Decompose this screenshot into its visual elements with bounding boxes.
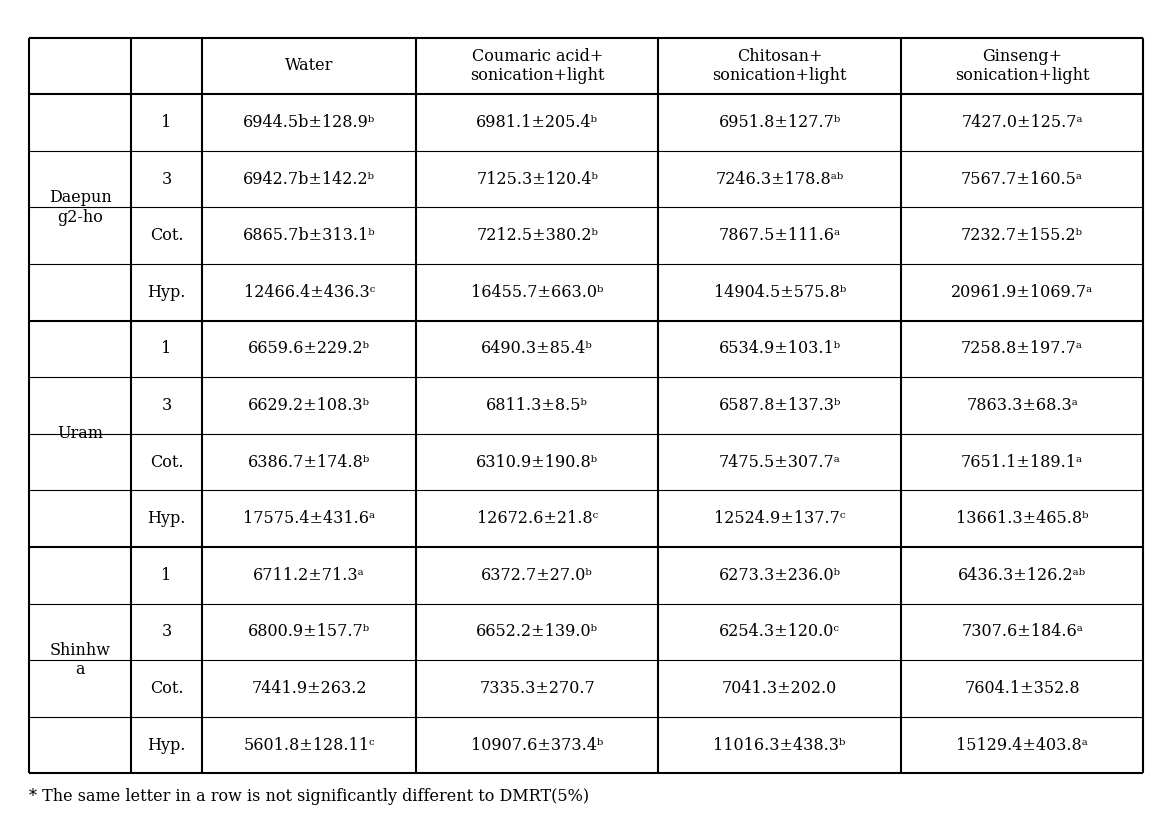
Text: 6981.1±205.4ᵇ: 6981.1±205.4ᵇ [476,114,599,131]
Text: 6811.3±8.5ᵇ: 6811.3±8.5ᵇ [486,397,588,414]
Text: 17575.4±431.6ᵃ: 17575.4±431.6ᵃ [243,510,375,528]
Text: 7232.7±155.2ᵇ: 7232.7±155.2ᵇ [961,227,1082,244]
Text: 1: 1 [161,340,172,357]
Text: 7246.3±178.8ᵃᵇ: 7246.3±178.8ᵃᵇ [715,171,844,187]
Text: 7335.3±270.7: 7335.3±270.7 [479,680,595,697]
Text: 6273.3±236.0ᵇ: 6273.3±236.0ᵇ [719,567,841,584]
Text: Daepun
g2-ho: Daepun g2-ho [49,189,111,226]
Text: 6944.5b±128.9ᵇ: 6944.5b±128.9ᵇ [243,114,375,131]
Text: Cot.: Cot. [150,680,184,697]
Text: 6865.7b±313.1ᵇ: 6865.7b±313.1ᵇ [243,227,375,244]
Text: 6652.2±139.0ᵇ: 6652.2±139.0ᵇ [476,624,599,640]
Text: Water: Water [285,58,333,74]
Text: 5601.8±128.11ᶜ: 5601.8±128.11ᶜ [243,737,375,753]
Text: 3: 3 [161,171,172,187]
Text: 3: 3 [161,624,172,640]
Text: 6800.9±157.7ᵇ: 6800.9±157.7ᵇ [248,624,371,640]
Text: Coumaric acid+
sonication+light: Coumaric acid+ sonication+light [470,48,604,84]
Text: Cot.: Cot. [150,227,184,244]
Text: 6310.9±190.8ᵇ: 6310.9±190.8ᵇ [476,454,599,471]
Text: 12672.6±21.8ᶜ: 12672.6±21.8ᶜ [477,510,597,528]
Text: Cot.: Cot. [150,454,184,471]
Text: 7258.8±197.7ᵃ: 7258.8±197.7ᵃ [961,340,1082,357]
Text: 14904.5±575.8ᵇ: 14904.5±575.8ᵇ [713,283,845,301]
Text: 7867.5±111.6ᵃ: 7867.5±111.6ᵃ [719,227,841,244]
Text: 16455.7±663.0ᵇ: 16455.7±663.0ᵇ [471,283,603,301]
Text: Ginseng+
sonication+light: Ginseng+ sonication+light [955,48,1090,84]
Text: 7475.5±307.7ᵃ: 7475.5±307.7ᵃ [719,454,841,471]
Text: * The same letter in a row is not significantly different to DMRT(5%): * The same letter in a row is not signif… [29,788,589,805]
Text: 7863.3±68.3ᵃ: 7863.3±68.3ᵃ [966,397,1078,414]
Text: 20961.9±1069.7ᵃ: 20961.9±1069.7ᵃ [950,283,1093,301]
Text: Uram: Uram [57,426,103,442]
Text: Shinhw
a: Shinhw a [49,642,111,679]
Text: 7604.1±352.8: 7604.1±352.8 [964,680,1080,697]
Text: Hyp.: Hyp. [147,283,186,301]
Text: 6711.2±71.3ᵃ: 6711.2±71.3ᵃ [254,567,365,584]
Text: Hyp.: Hyp. [147,510,186,528]
Text: 6534.9±103.1ᵇ: 6534.9±103.1ᵇ [719,340,841,357]
Text: 6951.8±127.7ᵇ: 6951.8±127.7ᵇ [719,114,841,131]
Text: 6372.7±27.0ᵇ: 6372.7±27.0ᵇ [482,567,593,584]
Text: 6942.7b±142.2ᵇ: 6942.7b±142.2ᵇ [243,171,375,187]
Text: 10907.6±373.4ᵇ: 10907.6±373.4ᵇ [471,737,603,753]
Text: 1: 1 [161,567,172,584]
Text: 6436.3±126.2ᵃᵇ: 6436.3±126.2ᵃᵇ [959,567,1086,584]
Text: Chitosan+
sonication+light: Chitosan+ sonication+light [712,48,846,84]
Text: 12524.9±137.7ᶜ: 12524.9±137.7ᶜ [714,510,845,528]
Text: 1: 1 [161,114,172,131]
Text: 6254.3±120.0ᶜ: 6254.3±120.0ᶜ [719,624,841,640]
Text: 7427.0±125.7ᵃ: 7427.0±125.7ᵃ [961,114,1082,131]
Text: 6659.6±229.2ᵇ: 6659.6±229.2ᵇ [248,340,371,357]
Text: 7307.6±184.6ᵃ: 7307.6±184.6ᵃ [961,624,1082,640]
Text: 7041.3±202.0: 7041.3±202.0 [722,680,837,697]
Text: 7125.3±120.4ᵇ: 7125.3±120.4ᵇ [476,171,599,187]
Text: 3: 3 [161,397,172,414]
Text: 6386.7±174.8ᵇ: 6386.7±174.8ᵇ [248,454,371,471]
Text: 7567.7±160.5ᵃ: 7567.7±160.5ᵃ [961,171,1082,187]
Text: 6490.3±85.4ᵇ: 6490.3±85.4ᵇ [482,340,593,357]
Text: 6587.8±137.3ᵇ: 6587.8±137.3ᵇ [719,397,841,414]
Text: 7651.1±189.1ᵃ: 7651.1±189.1ᵃ [961,454,1084,471]
Text: 13661.3±465.8ᵇ: 13661.3±465.8ᵇ [956,510,1088,528]
Text: 7441.9±263.2: 7441.9±263.2 [251,680,367,697]
Text: 11016.3±438.3ᵇ: 11016.3±438.3ᵇ [713,737,846,753]
Text: 6629.2±108.3ᵇ: 6629.2±108.3ᵇ [248,397,371,414]
Text: 12466.4±436.3ᶜ: 12466.4±436.3ᶜ [243,283,375,301]
Text: 7212.5±380.2ᵇ: 7212.5±380.2ᵇ [476,227,599,244]
Text: 15129.4±403.8ᵃ: 15129.4±403.8ᵃ [956,737,1088,753]
Text: Hyp.: Hyp. [147,737,186,753]
